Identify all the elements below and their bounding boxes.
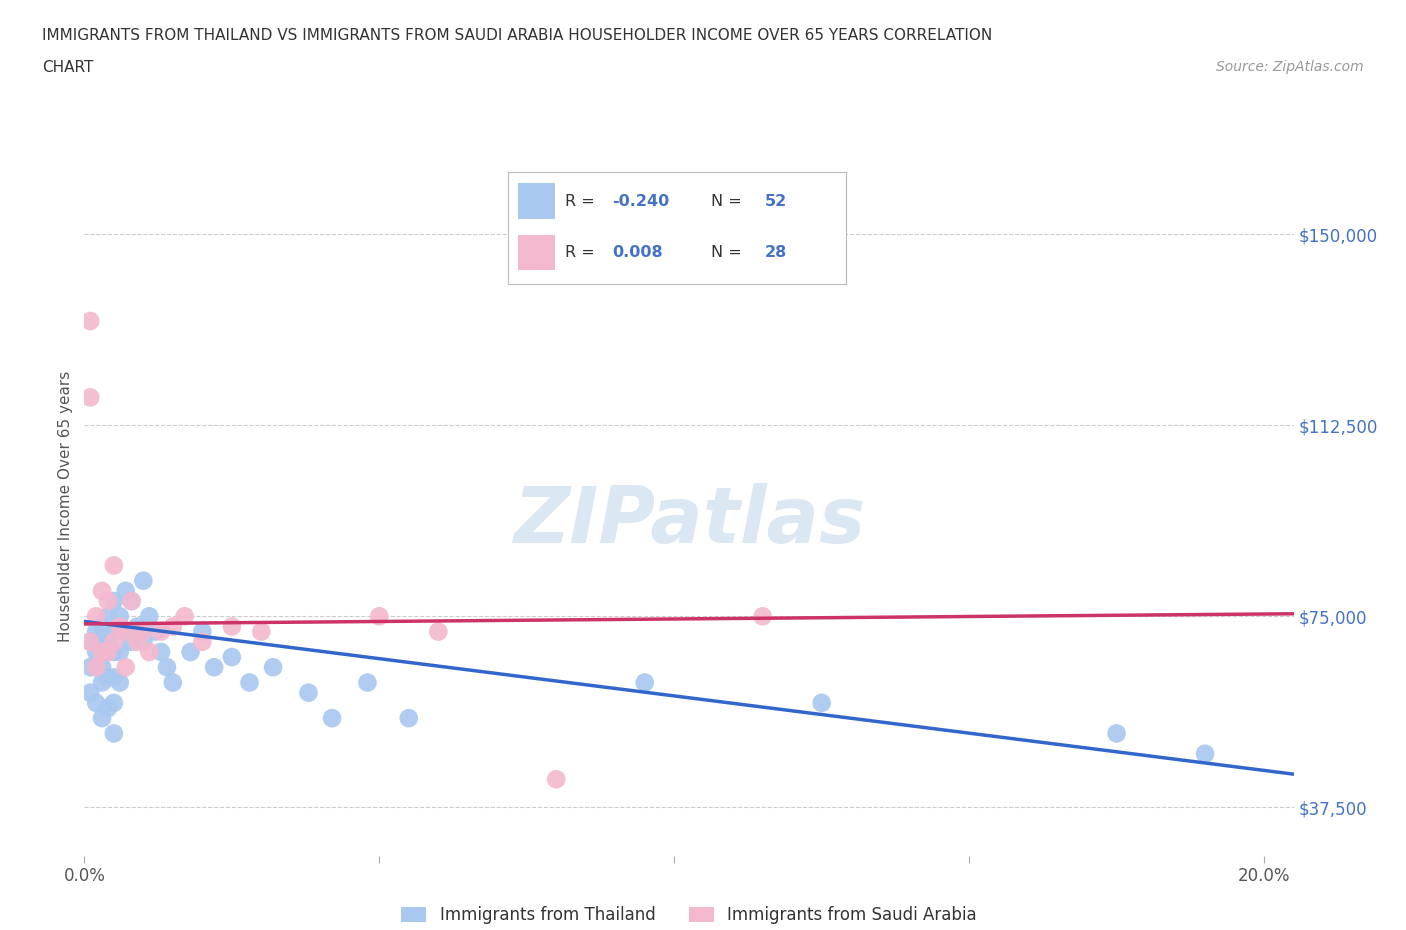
- Point: [103, 670, 125, 684]
- Point: [634, 675, 657, 690]
- Point: [238, 675, 260, 690]
- Point: [427, 624, 450, 639]
- Point: [97, 670, 120, 684]
- Point: [91, 583, 114, 598]
- Bar: [517, 183, 555, 219]
- Text: Source: ZipAtlas.com: Source: ZipAtlas.com: [1216, 60, 1364, 74]
- Point: [114, 583, 136, 598]
- Point: [132, 573, 155, 588]
- Point: [132, 634, 155, 649]
- Point: [79, 634, 101, 649]
- Point: [1194, 747, 1216, 762]
- Legend: Immigrants from Thailand, Immigrants from Saudi Arabia: Immigrants from Thailand, Immigrants fro…: [395, 899, 983, 930]
- Point: [79, 390, 101, 405]
- Text: N =: N =: [710, 245, 747, 259]
- Point: [108, 675, 131, 690]
- Bar: [517, 234, 555, 271]
- Point: [162, 675, 184, 690]
- Point: [91, 634, 114, 649]
- Text: R =: R =: [565, 193, 600, 208]
- Point: [321, 711, 343, 725]
- Point: [1105, 726, 1128, 741]
- Point: [368, 609, 391, 624]
- Point: [103, 726, 125, 741]
- Point: [132, 624, 155, 639]
- Point: [138, 644, 160, 659]
- Point: [108, 619, 131, 634]
- Point: [127, 634, 149, 649]
- Point: [103, 624, 125, 639]
- Point: [156, 659, 179, 674]
- Point: [103, 696, 125, 711]
- Point: [79, 634, 101, 649]
- Point: [91, 644, 114, 659]
- Point: [103, 644, 125, 659]
- Text: IMMIGRANTS FROM THAILAND VS IMMIGRANTS FROM SAUDI ARABIA HOUSEHOLDER INCOME OVER: IMMIGRANTS FROM THAILAND VS IMMIGRANTS F…: [42, 28, 993, 43]
- Point: [91, 619, 114, 634]
- Point: [191, 634, 214, 649]
- Point: [91, 711, 114, 725]
- Point: [79, 685, 101, 700]
- Text: 52: 52: [765, 193, 787, 208]
- Text: N =: N =: [710, 193, 747, 208]
- Point: [97, 644, 120, 659]
- Point: [127, 619, 149, 634]
- Point: [84, 659, 107, 674]
- Point: [262, 659, 284, 674]
- Point: [250, 624, 273, 639]
- Text: CHART: CHART: [42, 60, 94, 75]
- Point: [84, 644, 107, 659]
- Point: [398, 711, 420, 725]
- Point: [108, 644, 131, 659]
- Point: [114, 659, 136, 674]
- Point: [84, 696, 107, 711]
- Point: [103, 593, 125, 608]
- Point: [180, 644, 202, 659]
- Point: [162, 619, 184, 634]
- Point: [84, 609, 107, 624]
- Point: [79, 313, 101, 328]
- Point: [97, 593, 120, 608]
- Point: [84, 659, 107, 674]
- Point: [121, 593, 143, 608]
- Text: R =: R =: [565, 245, 600, 259]
- Point: [221, 619, 243, 634]
- Point: [138, 609, 160, 624]
- Point: [173, 609, 195, 624]
- Point: [114, 624, 136, 639]
- Point: [97, 609, 120, 624]
- Point: [150, 644, 173, 659]
- Point: [84, 624, 107, 639]
- Point: [356, 675, 378, 690]
- Text: 0.008: 0.008: [613, 245, 664, 259]
- Text: ZIPatlas: ZIPatlas: [513, 483, 865, 559]
- Point: [91, 675, 114, 690]
- Point: [143, 624, 166, 639]
- Point: [91, 659, 114, 674]
- Point: [97, 700, 120, 715]
- Point: [121, 634, 143, 649]
- Point: [751, 609, 773, 624]
- Point: [810, 696, 832, 711]
- Point: [114, 624, 136, 639]
- Point: [103, 634, 125, 649]
- Text: 28: 28: [765, 245, 787, 259]
- Point: [150, 624, 173, 639]
- Point: [297, 685, 319, 700]
- Y-axis label: Householder Income Over 65 years: Householder Income Over 65 years: [58, 371, 73, 643]
- Point: [103, 558, 125, 573]
- Point: [121, 593, 143, 608]
- Point: [97, 644, 120, 659]
- Text: -0.240: -0.240: [613, 193, 669, 208]
- Point: [191, 624, 214, 639]
- Point: [79, 659, 101, 674]
- Point: [202, 659, 225, 674]
- Point: [546, 772, 568, 787]
- Point: [108, 609, 131, 624]
- Point: [97, 634, 120, 649]
- Point: [221, 649, 243, 664]
